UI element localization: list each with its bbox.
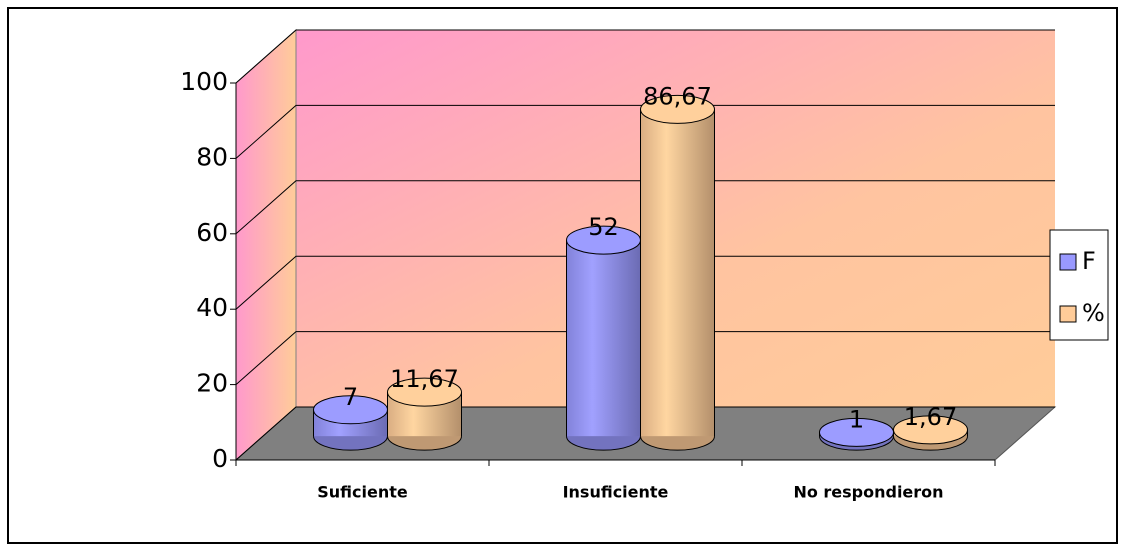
grid-line bbox=[235, 255, 1055, 310]
data-label: 7 bbox=[343, 383, 358, 411]
bar bbox=[640, 109, 715, 437]
legend-label: F bbox=[1082, 247, 1096, 275]
legend-label: % bbox=[1082, 299, 1105, 327]
y-tick-label: 100 bbox=[180, 67, 228, 96]
data-label: 1,67 bbox=[904, 403, 957, 431]
bar-cap bbox=[893, 415, 968, 445]
data-label: 86,67 bbox=[643, 82, 712, 110]
grid-line bbox=[235, 331, 1055, 385]
grid-line bbox=[235, 104, 1055, 159]
x-tick-label: Suficiente bbox=[317, 483, 408, 502]
y-tick-label: 80 bbox=[196, 142, 228, 171]
bar-cap bbox=[640, 94, 715, 124]
legend-swatch bbox=[1059, 305, 1077, 323]
grid-line bbox=[235, 406, 1055, 461]
y-tick-label: 0 bbox=[212, 444, 228, 473]
side-wall bbox=[235, 28, 297, 462]
grid-line bbox=[235, 180, 1055, 235]
grid-line bbox=[235, 29, 1055, 84]
data-label: 52 bbox=[588, 213, 619, 241]
bar bbox=[566, 240, 641, 437]
data-label: 11,67 bbox=[390, 365, 459, 393]
y-tick-label: 60 bbox=[196, 218, 228, 247]
y-tick-label: 40 bbox=[196, 293, 228, 322]
data-label: 1 bbox=[849, 405, 864, 433]
legend-swatch bbox=[1059, 253, 1077, 271]
bar-cap bbox=[387, 377, 462, 407]
y-tick-label: 20 bbox=[196, 369, 228, 398]
x-tick-label: Insuficiente bbox=[563, 483, 669, 502]
x-tick-label: No respondieron bbox=[793, 483, 943, 502]
